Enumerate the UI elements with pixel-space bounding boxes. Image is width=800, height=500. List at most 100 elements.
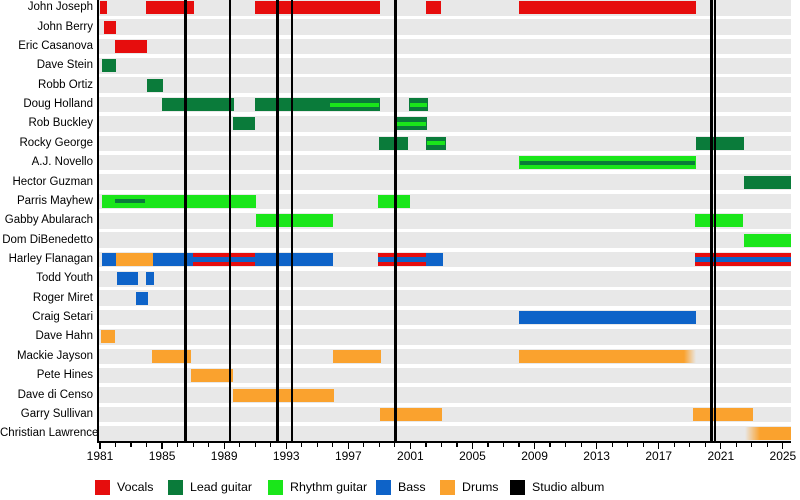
member-label: Dom DiBenedetto [2,233,93,246]
axis-minor-tick [440,443,443,447]
member-label: Gabby Abularach [4,214,93,227]
legend-label: Lead guitar [190,480,253,494]
axis-minor-tick [502,443,505,447]
axis-minor-tick [316,443,318,447]
row-background [98,58,791,74]
role-stripe-rhythm_guitar [330,102,380,107]
row-background [98,387,791,403]
axis-major-tick [658,443,660,449]
role-stripe-bass [695,256,791,262]
axis-major-tick [347,443,349,449]
album-release-line [276,0,279,443]
axis-minor-tick [580,443,582,447]
timeline-bar-lead_guitar [232,117,256,131]
member-label: Harley Flanagan [8,252,93,265]
axis-major-tick [720,443,722,449]
timeline-bar-drums [379,407,442,421]
role-stripe-bass [192,256,256,262]
member-label: John Berry [37,20,93,33]
member-label: Doug Holland [23,98,93,111]
timeline-bar-rhythm_guitar [744,233,791,247]
axis-major-tick [533,443,536,449]
row-background [98,425,791,442]
axis-minor-tick [145,443,148,447]
role-stripe-rhythm_guitar [410,102,428,107]
member-label: Mackie Jayson [16,349,93,362]
member-label: Craig Setari [32,311,93,324]
row-background [98,232,791,248]
timeline-bar-rhythm_guitar [101,194,256,208]
role-stripe-rhythm_guitar [427,141,445,146]
legend-swatch-bass [376,480,391,495]
axis-minor-tick [425,443,427,447]
axis-minor-tick [627,443,629,447]
axis-minor-tick [394,443,396,447]
axis-minor-tick [611,443,613,447]
axis-minor-tick [239,443,241,447]
axis-minor-tick [378,443,380,447]
row-background [98,213,791,229]
timeline-bar-bass [135,291,148,305]
axis-major-tick [223,443,225,449]
row-background [98,116,791,132]
timeline-bar-bass [153,252,193,266]
timeline-bar-vocals [100,1,108,15]
axis-major-tick [285,443,287,449]
legend-swatch-rhythm_guitar [268,480,283,495]
timeline-bar-lead_guitar [101,59,116,73]
row-background [98,77,791,93]
role-stripe-lead_guitar [519,160,695,165]
timeline-bar-bass [116,272,139,286]
legend-swatch-lead_guitar [168,480,183,495]
timeline-bar-drums [332,349,382,363]
row-background [98,174,791,190]
member-label: Parris Mayhew [16,194,93,207]
timeline-bar-drums [744,427,791,441]
member-label: Dave di Censo [17,388,93,401]
member-label: Pete Hines [36,369,93,382]
member-label: Todd Youth [36,272,93,285]
timeline-bar-drums [519,349,696,363]
legend-label: Rhythm guitar [290,480,368,494]
member-label: A.J. Novello [31,156,93,169]
timeline-bar-drums [115,252,154,266]
axis-minor-tick [301,443,303,447]
timeline-bar-lead_guitar [744,175,791,189]
member-label: Roger Miret [32,291,93,304]
timeline-bar-bass [255,252,333,266]
axis-year-label: 2025 [769,449,797,463]
member-label: Robb Ortiz [38,78,93,91]
axis-minor-tick [487,443,489,447]
timeline-bar-bass [101,252,116,266]
row-background [98,38,791,55]
member-label: Christian Lawrence [0,427,99,440]
axis-major-tick [596,443,598,449]
timeline-bar-bass [145,272,155,286]
timeline-bar-drums [100,330,116,344]
axis-major-tick [409,443,411,449]
axis-year-label: 2021 [707,449,735,463]
axis-year-label: 2009 [521,449,548,463]
timeline-bar-lead_guitar [379,136,409,150]
timeline-bar-drums [692,407,754,421]
timeline-bar-lead_guitar [146,78,164,92]
row-background [98,406,791,423]
axis-year-label: 2005 [459,449,486,463]
row-background [98,367,791,384]
timeline-bar-rhythm_guitar [695,214,744,228]
axis-minor-tick [177,443,179,447]
timeline-bar-rhythm_guitar [255,214,333,228]
timeline-bar-bass [425,252,443,266]
row-background [98,290,791,306]
axis-minor-tick [766,443,768,447]
axis-year-label: 2013 [583,449,610,463]
axis-minor-tick [735,443,737,447]
y-axis-line [97,0,99,443]
axis-year-label: 1985 [148,449,176,463]
timeline-bar-lead_guitar [695,136,745,150]
axis-minor-tick [518,443,520,447]
legend-swatch-vocals [95,480,110,495]
axis-year-label: 2001 [397,449,424,463]
axis-major-tick [161,443,163,449]
x-axis-line [97,441,791,443]
